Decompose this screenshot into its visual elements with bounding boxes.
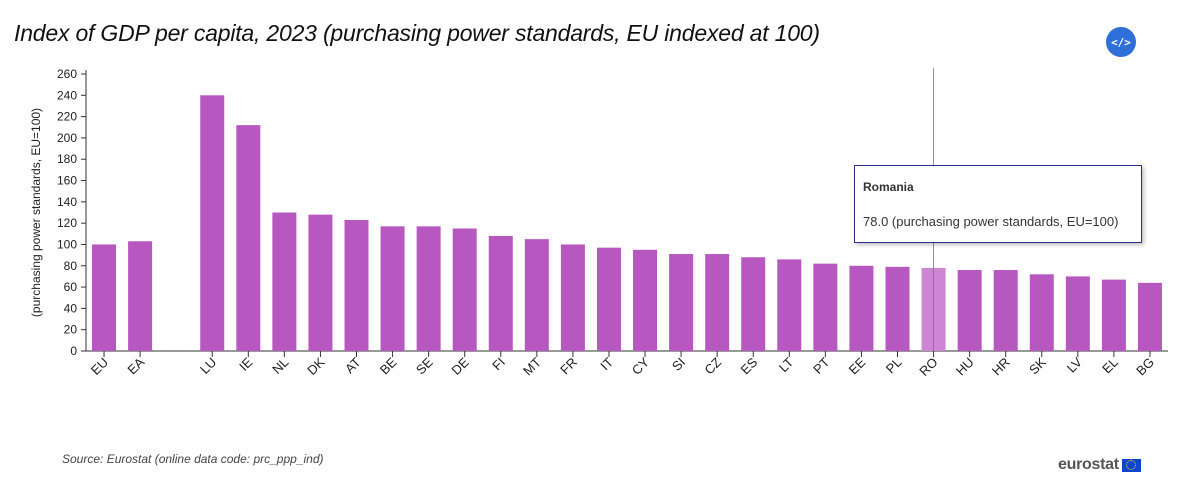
bar-SE — [416, 226, 441, 351]
bar-AT — [344, 219, 369, 351]
x-tick-label: EL — [1099, 355, 1121, 377]
y-tick-label: 80 — [64, 259, 78, 273]
bar-FI — [488, 235, 513, 351]
bar-PT — [813, 263, 838, 351]
bar-LU — [200, 95, 225, 351]
chart-title: Index of GDP per capita, 2023 (purchasin… — [14, 20, 820, 46]
x-tick-label: DE — [448, 354, 472, 378]
code-icon: </> — [1111, 35, 1131, 49]
x-tick-label: SI — [669, 355, 688, 374]
bar-FR — [560, 244, 585, 351]
y-tick-label: 140 — [57, 195, 77, 209]
x-tick-label: MT — [520, 354, 544, 378]
y-tick-label: 40 — [64, 301, 78, 315]
y-tick-label: 120 — [57, 216, 77, 230]
bar-SK — [1029, 274, 1054, 351]
bar-EE — [849, 265, 874, 351]
bar-DK — [308, 214, 333, 351]
bar-IE — [236, 125, 261, 351]
data-tooltip: Romania 78.0 (purchasing power standards… — [854, 165, 1142, 243]
x-tick-label: IT — [597, 354, 616, 373]
logo-text: eurostat — [1058, 456, 1119, 473]
bar-chart: 0 20 40 60 80 100 120 140 160 180 200 220 240 260 (pur… — [29, 67, 1168, 379]
x-tick-label: BE — [377, 354, 400, 377]
bar-CZ — [705, 254, 730, 351]
bar-ES — [741, 257, 766, 351]
source-note: Source: Eurostat (online data code: prc_… — [62, 452, 324, 466]
x-tick-label: CY — [629, 354, 653, 378]
x-tick-label: EA — [124, 354, 147, 377]
bar-SI — [669, 254, 694, 351]
bar-DE — [452, 228, 477, 351]
bar-MT — [524, 239, 549, 351]
x-tick-label: DK — [304, 354, 328, 378]
x-tick-label: FI — [489, 355, 508, 374]
y-axis-title: (purchasing power standards, EU=100) — [29, 108, 43, 317]
x-tick-label: HR — [989, 355, 1013, 379]
x-tick-label: EU — [88, 355, 111, 378]
bar-LV — [1065, 276, 1090, 351]
y-tick-label: 60 — [64, 280, 78, 294]
x-tick-label: NL — [269, 355, 291, 377]
bar-IT — [596, 247, 621, 351]
tooltip-value: 78.0 (purchasing power standards, EU=100… — [863, 214, 1119, 229]
y-tick-label: 200 — [57, 131, 77, 145]
x-tick-label: LU — [197, 355, 219, 377]
x-tick-label: ES — [737, 354, 760, 377]
x-tick-label: RO — [916, 355, 940, 379]
x-tick-label: PT — [810, 354, 832, 376]
x-tick-label: BG — [1133, 355, 1157, 379]
bar-PL — [885, 266, 910, 351]
bar-HU — [957, 270, 982, 351]
y-tick-label: 260 — [57, 67, 77, 81]
bar-BE — [380, 226, 405, 351]
x-tick-label: FR — [557, 355, 580, 378]
embed-code-button[interactable]: </> — [1106, 27, 1136, 57]
y-tick-label: 20 — [64, 323, 78, 337]
eu-flag-icon — [1121, 458, 1141, 472]
x-tick-label: SK — [1026, 354, 1049, 377]
y-tick-label: 220 — [57, 110, 77, 124]
y-tick-label: 180 — [57, 152, 77, 166]
bar-EL — [1101, 279, 1126, 351]
x-tick-label: EE — [846, 354, 869, 377]
x-tick-label: PL — [883, 355, 905, 377]
y-tick-label: 0 — [70, 344, 77, 358]
eurostat-logo: eurostat — [1058, 456, 1141, 474]
bar-NL — [272, 212, 297, 351]
bar-EA — [128, 241, 153, 351]
bar-CY — [633, 249, 658, 351]
bar-BG — [1137, 282, 1162, 351]
x-tick-label: HU — [953, 355, 977, 379]
x-tick-label: LV — [1064, 354, 1085, 375]
bar-HR — [993, 270, 1018, 351]
x-tick-label: AT — [342, 354, 364, 376]
x-tick-label: LT — [776, 354, 797, 375]
x-tick-label: SE — [413, 354, 436, 377]
x-tick-label: CZ — [701, 354, 724, 377]
x-tick-label: IE — [236, 354, 256, 374]
tooltip-name: Romania — [863, 180, 914, 194]
bar-EU — [92, 244, 117, 351]
y-tick-label: 160 — [57, 174, 77, 188]
y-tick-label: 240 — [57, 88, 77, 102]
y-tick-label: 100 — [57, 237, 77, 251]
bar-LT — [777, 259, 802, 351]
